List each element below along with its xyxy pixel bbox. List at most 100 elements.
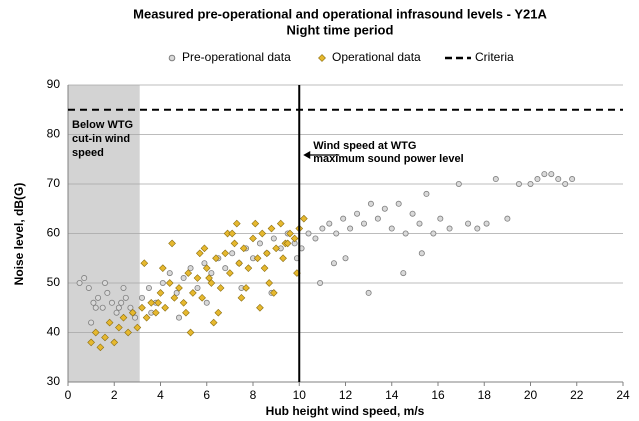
- x-tick-label: 20: [524, 388, 538, 402]
- data-point: [409, 210, 416, 217]
- x-tick-label: 14: [385, 388, 399, 402]
- data-point: [200, 244, 209, 253]
- data-point: [182, 308, 190, 317]
- data-point: [286, 229, 294, 238]
- data-point: [132, 314, 139, 321]
- data-point: [228, 229, 237, 238]
- data-point: [340, 215, 347, 222]
- data-point: [108, 299, 115, 306]
- data-point: [527, 180, 534, 187]
- data-point: [333, 230, 340, 237]
- data-point: [272, 244, 280, 253]
- data-point: [175, 314, 182, 321]
- data-point: [147, 298, 156, 307]
- data-point: [212, 254, 220, 263]
- data-point: [158, 264, 167, 272]
- data-point: [555, 176, 562, 183]
- x-tick-label: 24: [616, 388, 630, 402]
- data-point: [99, 304, 106, 311]
- data-point: [203, 299, 210, 306]
- data-point: [92, 304, 99, 311]
- data-point: [207, 279, 216, 287]
- data-point: [209, 318, 218, 327]
- data-point: [205, 274, 213, 282]
- data-point: [402, 230, 409, 237]
- data-point: [180, 275, 187, 282]
- data-point: [95, 294, 102, 301]
- x-tick-label: 4: [157, 388, 164, 402]
- data-point: [492, 176, 499, 183]
- annotation: Wind speed at WTG: [313, 140, 416, 152]
- data-point: [283, 239, 292, 248]
- arrow-head: [303, 151, 311, 159]
- data-point: [138, 303, 146, 312]
- data-point: [235, 259, 243, 268]
- data-point: [548, 171, 555, 178]
- data-point: [138, 294, 145, 301]
- data-point: [242, 284, 250, 292]
- data-point: [104, 289, 111, 296]
- data-point: [113, 309, 120, 316]
- data-point: [232, 219, 241, 228]
- data-point: [208, 270, 215, 277]
- data-point: [195, 249, 204, 258]
- data-point: [290, 234, 299, 243]
- data-point: [465, 220, 472, 227]
- data-point: [360, 220, 367, 227]
- data-point: [202, 264, 211, 272]
- data-point: [269, 289, 278, 297]
- data-point: [249, 234, 257, 243]
- data-point: [175, 284, 183, 292]
- data-point: [81, 275, 88, 282]
- data-point: [515, 180, 522, 187]
- annotation: Below WTG: [72, 119, 133, 131]
- data-point: [347, 225, 354, 232]
- annotation: cut-in wind: [72, 133, 130, 145]
- y-tick-label: 60: [47, 226, 61, 240]
- data-point: [446, 225, 453, 232]
- data-point: [168, 239, 176, 248]
- data-point: [229, 250, 236, 257]
- data-point: [214, 308, 223, 317]
- data-point: [161, 303, 169, 312]
- data-point: [140, 259, 149, 268]
- data-point: [541, 171, 548, 178]
- chart-title: Measured pre-operational and operational…: [133, 6, 547, 21]
- data-point: [90, 299, 97, 306]
- data-point: [395, 200, 402, 207]
- data-point: [253, 254, 262, 263]
- y-tick-label: 90: [47, 77, 61, 91]
- data-point: [330, 260, 337, 267]
- chart-subtitle: Night time period: [287, 22, 394, 37]
- data-point: [305, 230, 312, 237]
- data-point: [483, 220, 490, 227]
- data-point: [244, 264, 253, 272]
- data-point: [455, 180, 462, 187]
- data-point: [258, 229, 267, 238]
- data-point: [251, 219, 260, 228]
- data-point: [170, 294, 179, 302]
- legend-label: Criteria: [475, 50, 514, 64]
- data-point: [105, 318, 114, 327]
- x-tick-label: 8: [250, 388, 257, 402]
- data-point: [326, 220, 333, 227]
- data-point: [562, 180, 569, 187]
- y-tick-label: 70: [47, 176, 61, 190]
- data-point: [194, 284, 201, 291]
- data-point: [265, 279, 274, 287]
- data-point: [260, 264, 269, 272]
- data-point: [381, 205, 388, 212]
- data-point: [239, 244, 248, 253]
- data-point: [279, 254, 287, 263]
- data-point: [270, 235, 277, 242]
- y-tick-label: 30: [47, 374, 61, 388]
- data-point: [416, 220, 423, 227]
- data-point: [87, 338, 95, 347]
- data-point: [110, 338, 119, 347]
- data-point: [400, 270, 407, 277]
- x-axis-label: Hub height wind speed, m/s: [266, 404, 425, 418]
- data-point: [342, 255, 349, 262]
- data-point: [193, 274, 202, 282]
- x-tick-label: 18: [478, 388, 492, 402]
